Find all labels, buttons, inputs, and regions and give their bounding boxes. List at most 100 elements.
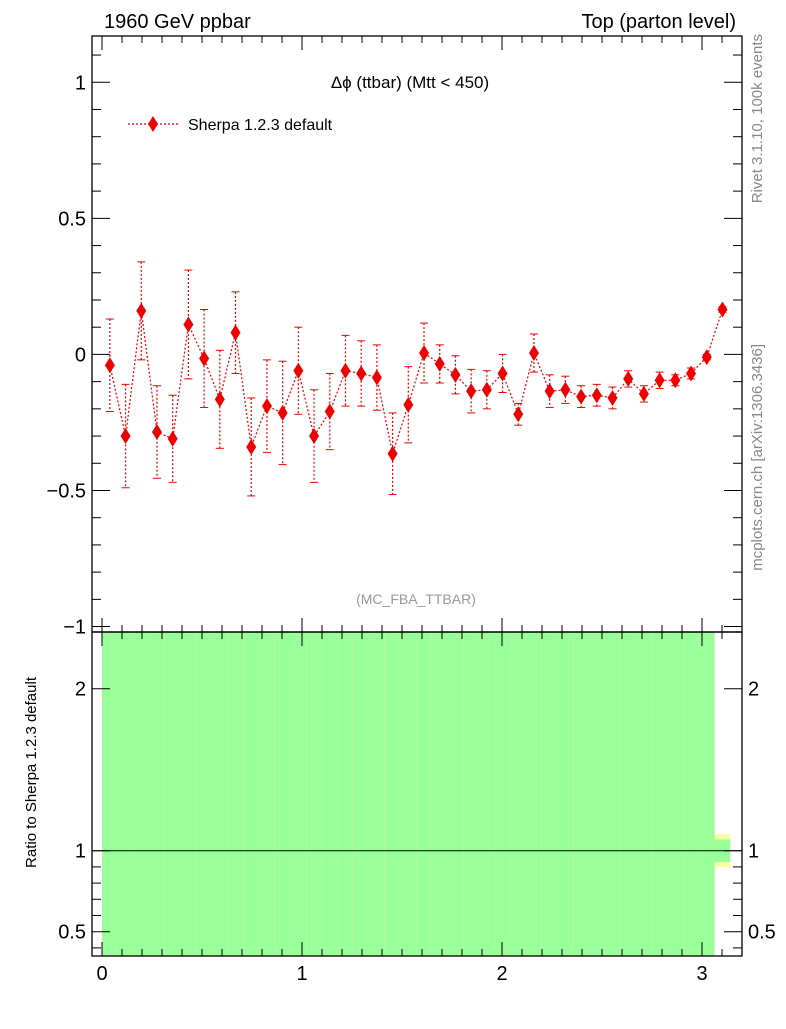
data-point-marker — [136, 302, 147, 319]
data-point-marker — [183, 316, 194, 333]
ratio-inner-band-bar — [510, 632, 527, 956]
ratio-inner-band-bar — [259, 632, 275, 956]
side-label-rivet: Rivet 3.1.10, 100k events — [749, 34, 766, 203]
ratio-inner-band-bar — [557, 632, 574, 956]
legend-marker-icon — [148, 116, 158, 132]
data-point-marker — [151, 423, 162, 440]
ratio-inner-band-bar — [698, 632, 715, 956]
data-point-marker — [560, 381, 571, 398]
data-point-marker — [403, 396, 414, 413]
ratio-inner-band-bar — [541, 632, 558, 956]
x-tick-label: 2 — [496, 963, 507, 985]
ratio-plot-frame — [91, 631, 743, 957]
data-point-marker — [387, 445, 398, 462]
ratio-inner-band-bar — [243, 632, 260, 956]
legend: Sherpa 1.2.3 default — [128, 116, 333, 134]
ratio-inner-band-bar — [149, 632, 165, 956]
data-point-marker — [544, 383, 555, 400]
ratio-inner-band-bar — [290, 632, 307, 956]
ratio-inner-band-bar — [321, 632, 338, 956]
data-point-marker — [670, 372, 681, 389]
header-right-title: Top (parton level) — [581, 11, 736, 33]
data-point-marker — [104, 357, 115, 374]
ratio-inner-band-bar — [573, 632, 589, 956]
x-tick-label: 3 — [696, 963, 707, 985]
data-point-marker — [230, 324, 241, 341]
ratio-y-tick-label-right: 0.5 — [748, 922, 776, 944]
ratio-inner-band-bar — [117, 632, 134, 956]
data-point-marker — [324, 403, 335, 420]
ratio-inner-band-bar — [196, 632, 212, 956]
data-point-marker — [293, 362, 304, 379]
data-point-marker — [686, 365, 697, 382]
ratio-inner-band-bar — [180, 632, 197, 956]
ratio-inner-band-bar — [227, 632, 244, 956]
main-y-tick-label: −1 — [63, 617, 86, 639]
ratio-inner-band-bar — [431, 632, 448, 956]
ratio-inner-band-bar — [463, 632, 479, 956]
data-point-marker — [356, 365, 367, 382]
main-series-layer — [104, 261, 728, 497]
ratio-inner-band-bar — [369, 632, 385, 956]
ratio-y-tick-label-right: 2 — [748, 679, 759, 701]
data-point-marker — [214, 391, 225, 408]
data-point-marker — [638, 385, 649, 402]
data-point-marker — [576, 388, 587, 405]
ratio-inner-band-bar — [274, 632, 291, 956]
data-point-marker — [246, 438, 257, 455]
series-line — [109, 309, 724, 457]
data-point-marker — [371, 369, 382, 386]
x-tick-label: 0 — [96, 963, 107, 985]
ratio-inner-band-bar — [133, 632, 150, 956]
data-point-marker — [261, 398, 272, 415]
ratio-inner-band-bar — [620, 632, 637, 956]
data-point-marker — [513, 406, 524, 423]
ratio-inner-band-bar — [416, 632, 432, 956]
x-tick-label: 1 — [296, 963, 307, 985]
ratio-inner-band-bar — [651, 632, 668, 956]
ratio-y-axis-label: Ratio to Sherpa 1.2.3 default — [23, 676, 40, 868]
main-y-tick-label: 1 — [75, 72, 86, 94]
axes-layer: −1 −0.5 0 0.5 1 0 1 2 3 0.5 0.5 1 1 2 2 — [47, 35, 776, 985]
ratio-y-tick-label-left: 2 — [75, 679, 86, 701]
ratio-inner-band-bar — [306, 632, 322, 956]
ratio-inner-band-bar — [353, 632, 370, 956]
data-point-marker — [591, 387, 602, 404]
watermark-label: (MC_FBA_TTBAR) — [356, 591, 476, 607]
ratio-inner-band-bar — [667, 632, 684, 956]
data-point-marker — [701, 349, 712, 366]
ratio-inner-band-bar — [683, 632, 699, 956]
data-point-marker — [434, 355, 445, 372]
data-point-marker — [654, 372, 665, 389]
ratio-inner-band-bar — [384, 632, 401, 956]
ratio-inner-band-bar — [400, 632, 417, 956]
data-point-marker — [466, 383, 477, 400]
ratio-inner-band-bar — [337, 632, 354, 956]
data-point-marker — [607, 389, 618, 406]
data-point-marker — [167, 430, 178, 447]
ratio-y-tick-label-left: 1 — [75, 841, 86, 863]
ratio-band-layer — [102, 632, 731, 956]
ratio-inner-band-bar — [604, 632, 621, 956]
ratio-inner-band-bar — [102, 632, 118, 956]
data-point-marker — [450, 366, 461, 383]
data-point-marker — [497, 365, 508, 382]
header-left-title: 1960 GeV ppbar — [104, 11, 251, 33]
ratio-inner-band-bar — [164, 632, 181, 956]
data-point-marker — [717, 301, 728, 318]
data-point-marker — [309, 428, 320, 445]
ratio-inner-band-bar — [211, 632, 228, 956]
ratio-inner-band-bar — [636, 632, 652, 956]
data-point-marker — [340, 362, 351, 379]
side-label-mcplots: mcplots.cern.ch [arXiv:1306.3436] — [749, 344, 766, 571]
main-y-tick-label: 0.5 — [58, 208, 86, 230]
data-point-marker — [277, 404, 288, 421]
data-point-marker — [199, 350, 210, 367]
ratio-inner-band-bar — [494, 632, 511, 956]
ratio-y-tick-label-right: 1 — [748, 841, 759, 863]
ratio-inner-band-bar — [447, 632, 464, 956]
ratio-inner-band-bar — [588, 632, 605, 956]
main-y-tick-label: 0 — [75, 344, 86, 366]
